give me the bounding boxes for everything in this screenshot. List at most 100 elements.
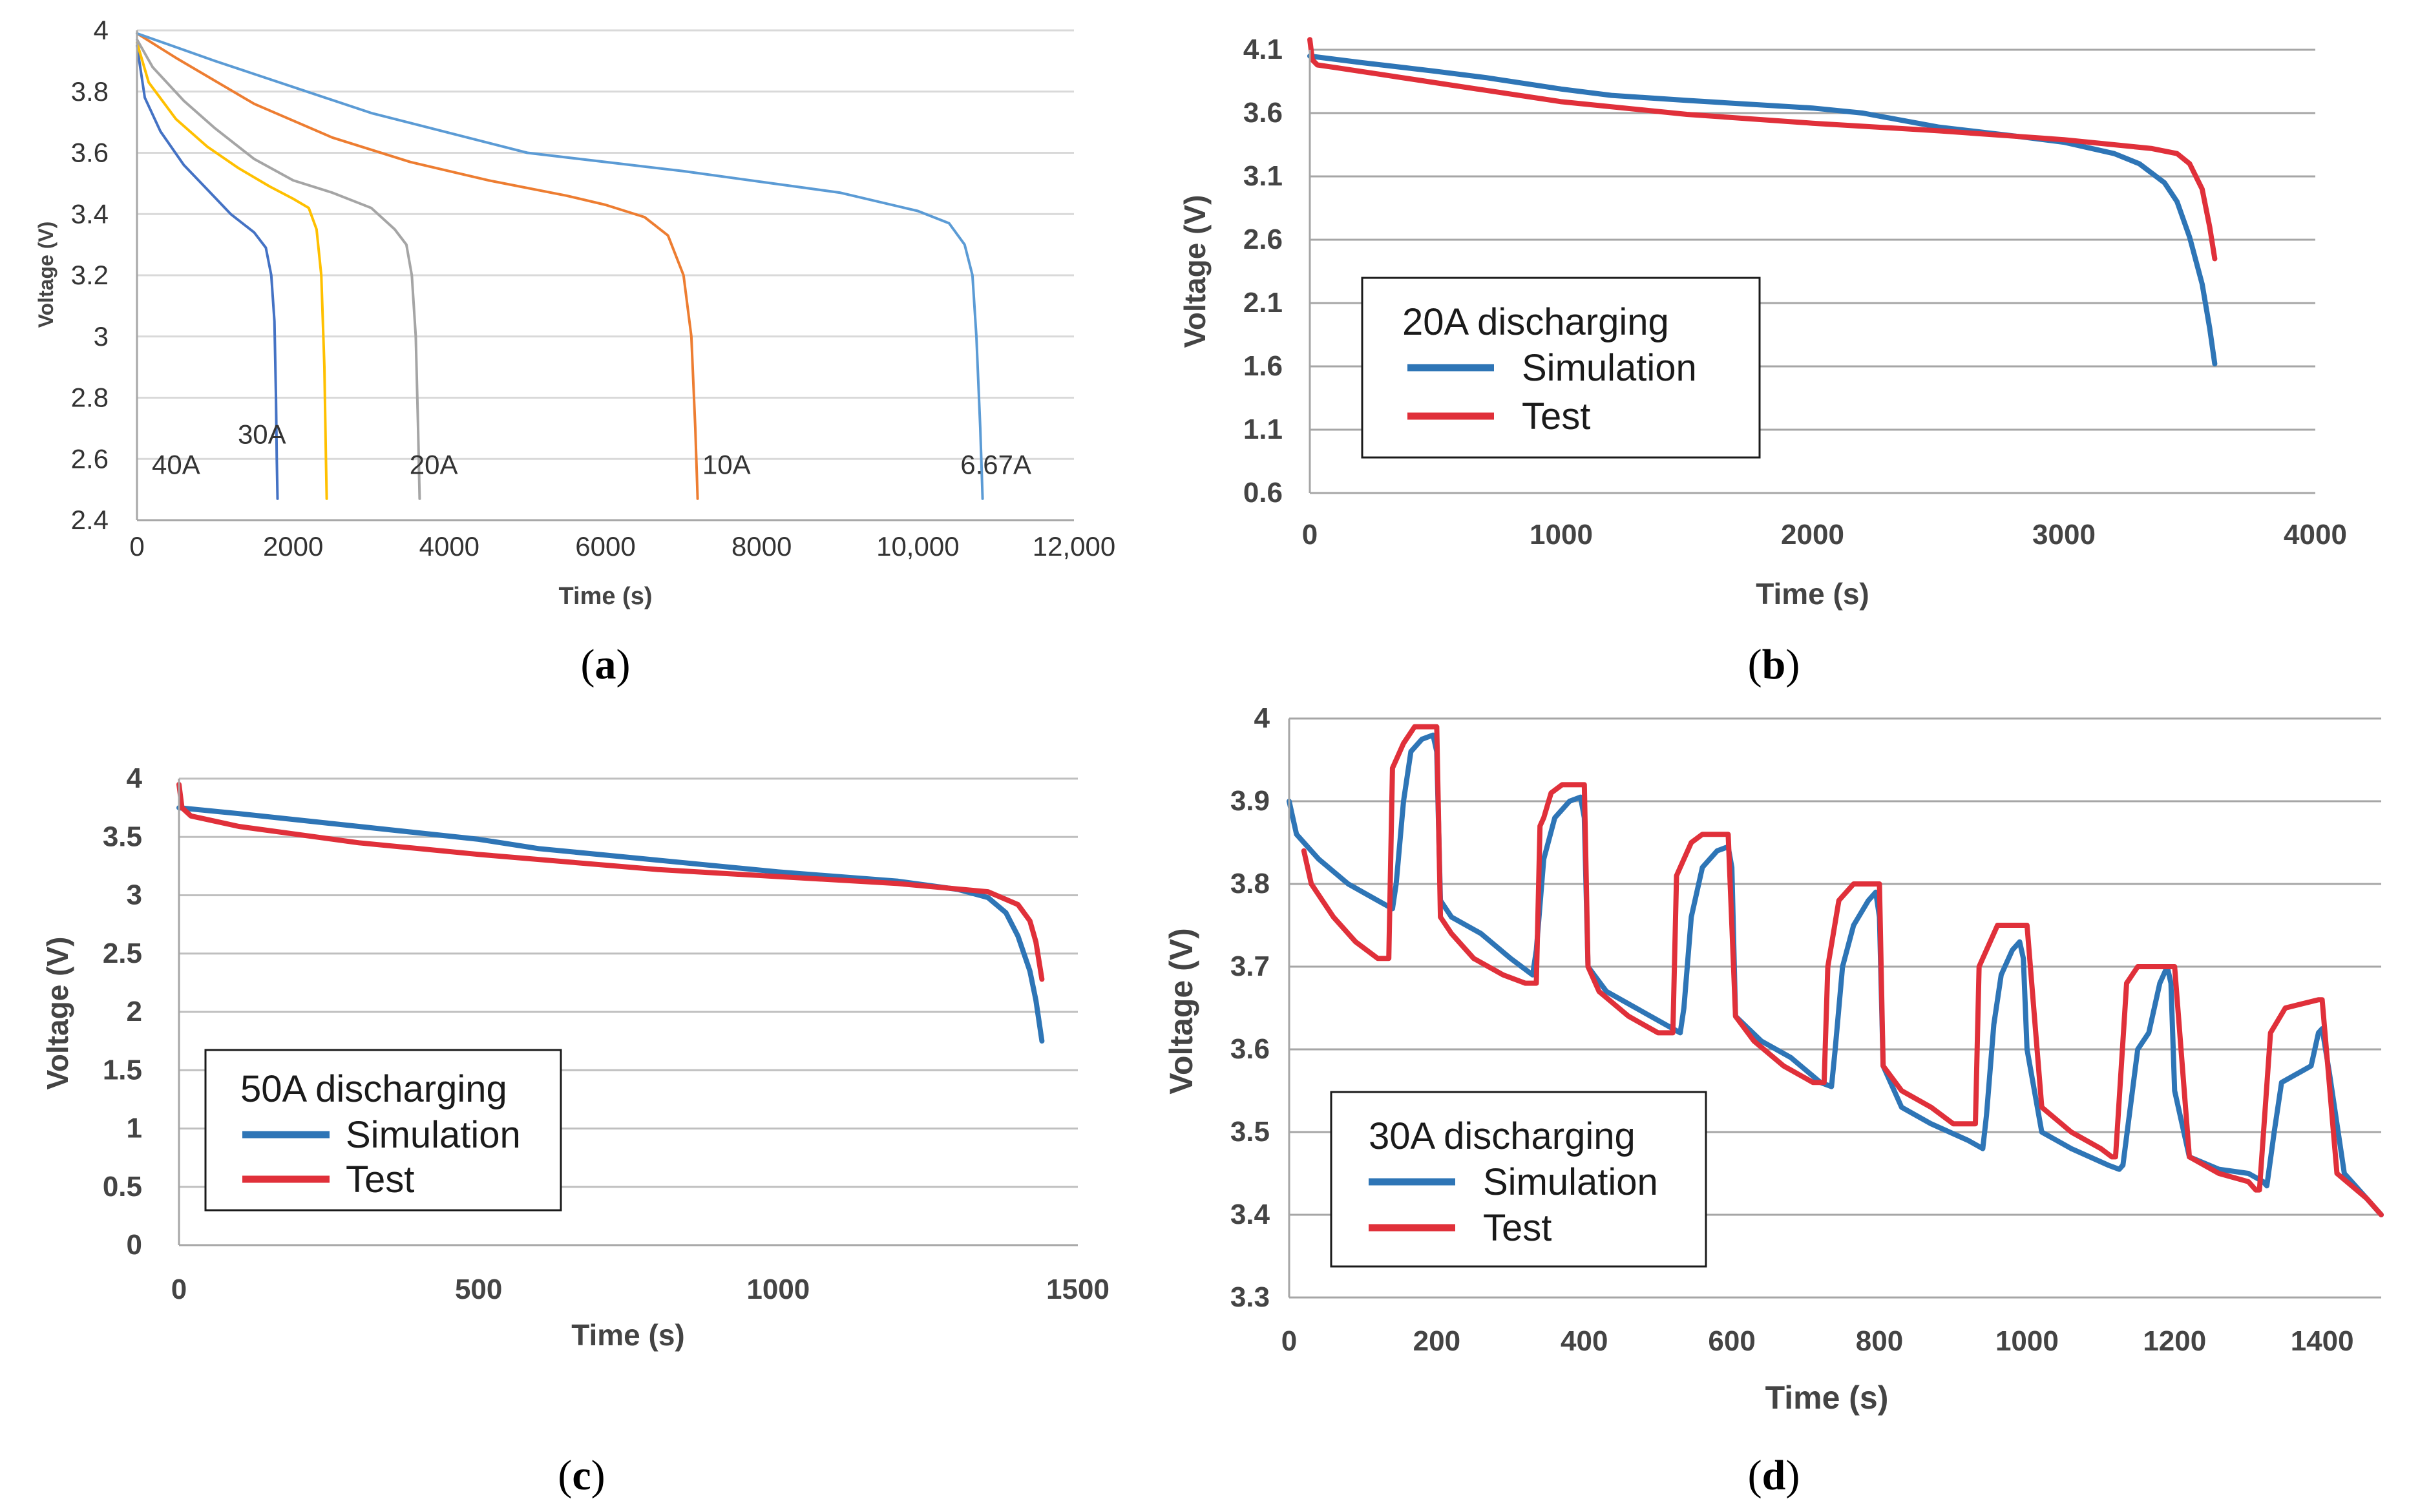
panel-a: 40A 30A 20A 10A 6.67A 2.4 2.6 2.8 3 3.2 3.4 3.6 3.8… [34,15,1115,688]
chart-a-xtick-label: 12,000 [1033,531,1115,562]
chart-a-series-40a [136,44,279,500]
chart-c-xtick-label: 500 [455,1274,502,1305]
chart-a-annotation: 40A [152,450,200,480]
chart-a-series-20a [136,38,421,500]
chart-c-legend-label-test: Test [346,1159,414,1201]
chart-c-ytick-label: 2.5 [103,938,142,969]
chart-a-annotation: 6.67A [960,450,1031,480]
chart-d-xtick-label: 1200 [2143,1325,2206,1357]
chart-b-xtick-label: 2000 [1781,519,1844,551]
chart-c-series [176,782,1045,1044]
chart-a-ticks: 2.4 2.6 2.8 3 3.2 3.4 3.6 3.8 4 0 2000 4000 6000 8000… [71,15,1116,562]
chart-c-ytick-label: 1 [127,1113,142,1144]
chart-b-legend-label-test: Test [1522,395,1590,437]
chart-a-xtick-label: 10,000 [876,531,959,562]
chart-a-ytick-label: 2.8 [71,383,109,413]
panel-label-c: (c) [558,1452,605,1499]
chart-b-xtick-label: 1000 [1530,519,1593,551]
chart-b-xtick-label: 3000 [2032,519,2096,551]
chart-d-ytick-label: 3.4 [1230,1199,1270,1230]
chart-c-ytick-label: 2 [127,996,142,1027]
chart-c-ticks: 0 0.5 1 1.5 2 2.5 3 3.5 4 0 500 1000 1500 [103,762,1110,1305]
chart-a-ytick-label: 3 [94,321,109,352]
chart-d-ytick-label: 3.6 [1230,1033,1270,1065]
chart-b-series-test [1307,37,2218,262]
chart-a-annotation: 30A [238,419,286,449]
chart-a-series-30a [136,41,328,500]
chart-c-ytick-label: 4 [127,762,143,794]
chart-b-ytick-label: 3.1 [1243,160,1283,192]
chart-b-series [1307,37,2218,367]
chart-d-xtick-label: 0 [1281,1325,1297,1357]
chart-c-series-simulation [176,805,1045,1044]
chart-c-ylabel: Voltage (V) [41,937,74,1090]
chart-c-xtick-label: 0 [171,1274,187,1305]
chart-b-ytick-label: 1.6 [1243,350,1283,382]
chart-c-legend-title: 50A discharging [240,1068,507,1110]
chart-d-xtick-label: 1400 [2291,1325,2354,1357]
chart-b-ytick-label: 1.1 [1243,414,1283,445]
chart-c-legend-box [204,1049,562,1212]
chart-d-ytick-label: 3.7 [1230,950,1270,982]
chart-d-legend-label-simulation: Simulation [1483,1161,1658,1203]
chart-d-xtick-label: 800 [1856,1325,1903,1357]
chart-d-xtick-label: 1000 [1995,1325,2059,1357]
chart-b-ytick-label: 3.6 [1243,97,1283,129]
chart-a-xtick-label: 2000 [263,531,323,562]
chart-a-grid [137,29,1074,460]
chart-d-xtick-label: 200 [1413,1325,1460,1357]
chart-b-legend-label-simulation: Simulation [1522,347,1697,389]
chart-a-ytick-label: 4 [94,15,109,45]
chart-c-ytick-label: 0 [127,1229,142,1261]
chart-d-ytick-label: 3.5 [1230,1116,1270,1148]
chart-d-legend-label-test: Test [1483,1207,1552,1249]
chart-d-legend-title: 30A discharging [1369,1115,1636,1157]
chart-a-ytick-label: 3.2 [71,260,109,290]
chart-d-ticks: 3.3 3.4 3.5 3.6 3.7 3.8 3.9 4 0 200 400 600 800 1000 1… [1230,702,2354,1357]
chart-a-xlabel: Time (s) [558,583,652,610]
chart-d-series-test [1301,724,2384,1217]
chart-c-legend-label-simulation: Simulation [346,1114,521,1156]
chart-c-ytick-label: 3.5 [103,821,142,852]
chart-b-ytick-label: 4.1 [1243,34,1283,65]
chart-b-ytick-label: 0.6 [1243,477,1283,509]
chart-a-series [136,32,984,500]
chart-a-ytick-label: 3.6 [71,138,109,168]
chart-d-ytick-label: 3.3 [1230,1281,1270,1313]
chart-b-xtick-label: 4000 [2284,519,2347,551]
chart-d-xlabel: Time (s) [1765,1380,1889,1416]
chart-d-xtick-label: 600 [1708,1325,1755,1357]
panel-label-b: (b) [1748,641,1800,688]
chart-d-xtick-label: 400 [1561,1325,1608,1357]
panel-b: 0.6 1.1 1.6 2.1 2.6 3.1 3.6 4.1 0 1000 2000 3000 400… [1178,34,2347,688]
panel-c: 0 0.5 1 1.5 2 2.5 3 3.5 4 0 500 1000 1500 Time (s) V… [41,762,1110,1499]
chart-c-xlabel: Time (s) [571,1318,685,1352]
chart-b-ticks: 0.6 1.1 1.6 2.1 2.6 3.1 3.6 4.1 0 1000 2000 3000 400… [1243,34,2347,551]
chart-c-series-test [176,782,1045,982]
chart-a-xtick-label: 0 [129,531,144,562]
chart-b-ytick-label: 2.6 [1243,224,1283,255]
chart-d-series [1287,724,2384,1217]
chart-a-ytick-label: 3.8 [71,76,109,107]
chart-a-annotations: 40A 30A 20A 10A 6.67A [152,419,1031,479]
chart-b-ytick-label: 2.1 [1243,287,1283,319]
chart-b-legend: 20A discharging Simulation Test [1361,277,1761,459]
panel-label-a: (a) [581,641,631,688]
chart-a-series-6-67a [136,32,984,500]
chart-b-xlabel: Time (s) [1756,577,1869,611]
chart-a-annotation: 20A [410,450,458,480]
chart-a-annotation: 10A [702,450,751,480]
chart-d-ytick-label: 3.9 [1230,785,1270,817]
chart-c-ytick-label: 1.5 [103,1054,142,1086]
chart-c-xtick-label: 1500 [1046,1274,1110,1305]
chart-a-series-10a [136,32,699,500]
chart-a-ylabel: Voltage (V) [34,222,58,328]
chart-b-xtick-label: 0 [1302,519,1318,551]
panel-label-d: (d) [1748,1452,1800,1499]
chart-d-legend: 30A discharging Simulation Test [1330,1091,1707,1268]
chart-b-ylabel: Voltage (V) [1178,195,1212,348]
panel-d: 3.3 3.4 3.5 3.6 3.7 3.8 3.9 4 0 200 400 600 800 1000 1… [1163,702,2384,1499]
chart-b-legend-title: 20A discharging [1402,301,1669,343]
chart-c-legend: 50A discharging Simulation Test [204,1049,562,1212]
